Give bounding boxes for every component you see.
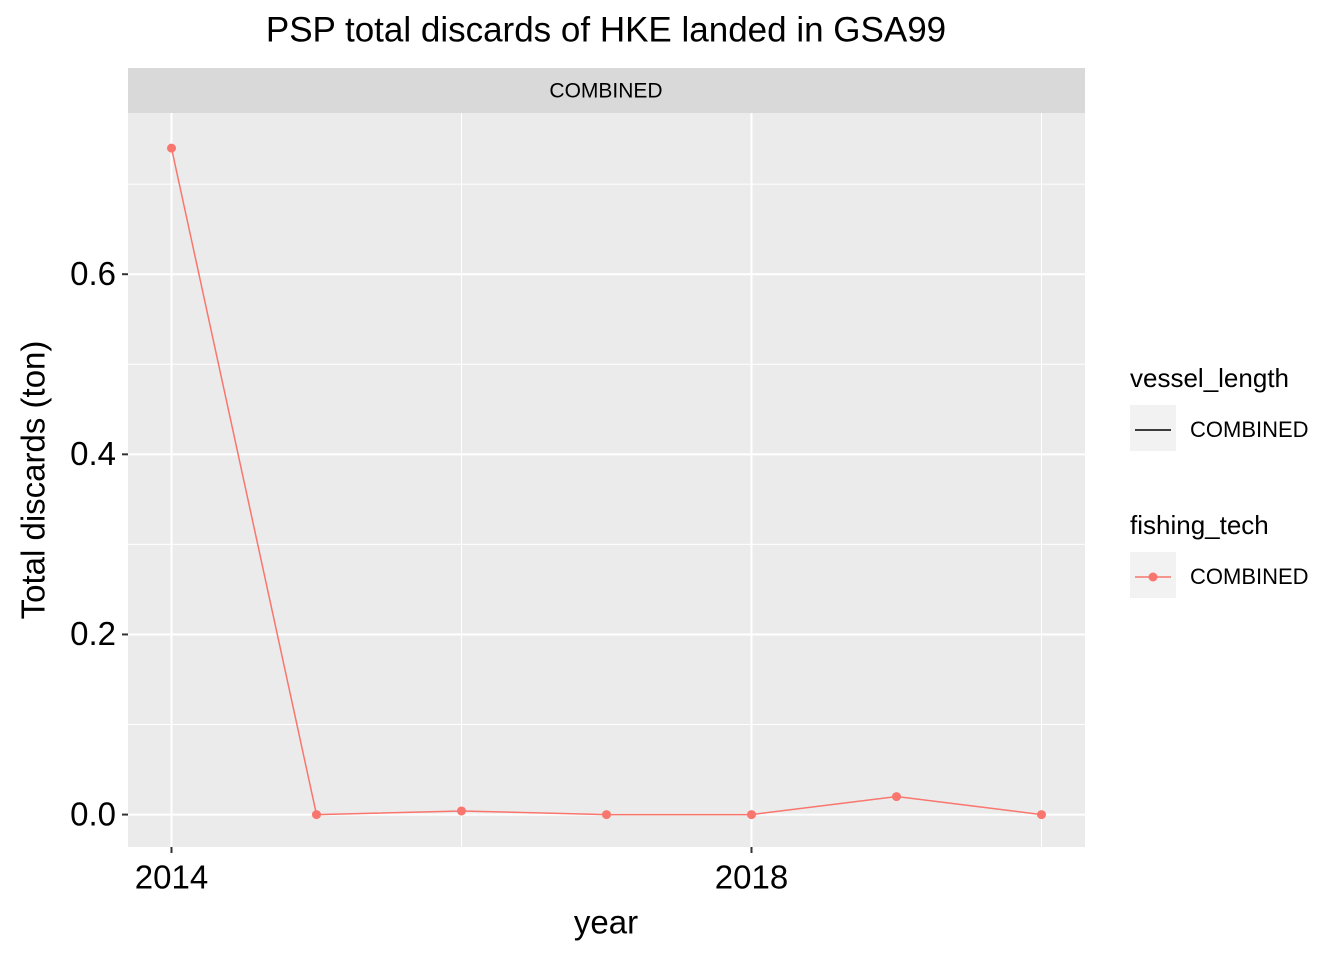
legend-label: COMBINED	[1190, 417, 1309, 442]
legend-title: fishing_tech	[1130, 510, 1269, 540]
y-tick-label: 0.2	[70, 615, 116, 652]
data-point	[167, 143, 176, 153]
x-tick-label: 2014	[135, 859, 208, 896]
facet-label: COMBINED	[549, 80, 662, 103]
y-axis-title: Total discards (ton)	[15, 341, 52, 620]
data-point	[892, 792, 901, 802]
x-tick-label: 2018	[715, 859, 788, 896]
y-tick-label: 0.6	[70, 255, 116, 292]
y-tick-label: 0.4	[70, 435, 116, 472]
legend-point	[1148, 572, 1158, 582]
data-point	[747, 810, 756, 820]
legend-title: vessel_length	[1130, 363, 1289, 393]
legend-label: COMBINED	[1190, 564, 1309, 589]
legend-key	[1130, 405, 1176, 451]
chart-title: PSP total discards of HKE landed in GSA9…	[266, 10, 946, 49]
panel	[128, 113, 1085, 847]
x-axis-title: year	[574, 904, 638, 941]
data-point	[457, 806, 466, 816]
y-tick-label: 0.0	[70, 795, 116, 832]
data-point	[1037, 810, 1046, 820]
data-point	[312, 810, 321, 820]
facet-strip	[128, 68, 1085, 113]
data-point	[602, 810, 611, 820]
